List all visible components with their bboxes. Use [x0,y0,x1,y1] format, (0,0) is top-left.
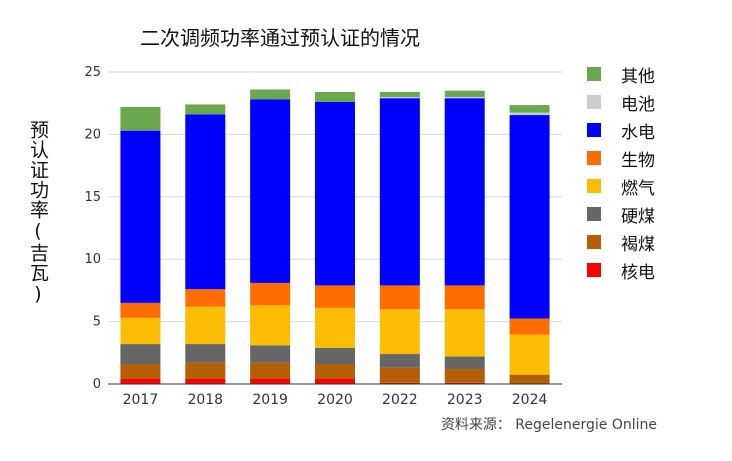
legend-item: 核电 [587,256,655,284]
legend-label: 电池 [621,94,655,115]
legend-item: 硬煤 [587,200,655,228]
y-tick-label: 20 [84,127,101,142]
bar-segment [250,379,291,384]
bar-segment [250,89,291,100]
chart-title: 二次调频功率通过预认证的情况 [140,26,420,50]
legend-label: 其他 [621,66,655,87]
bar-segment [444,98,485,286]
bar-segment [315,307,355,348]
x-tick-label: 2020 [317,392,353,408]
bar-segment [379,91,420,97]
legend-label: 褐煤 [621,234,655,255]
bar-segment [444,356,485,370]
legend-label: 燃气 [621,178,655,199]
x-tick-label: 2019 [252,392,288,408]
bar-segment [509,334,550,375]
bar-segment [315,101,355,286]
bar-segment [120,344,161,365]
legend-item: 其他 [587,60,655,88]
legend-item: 褐煤 [587,228,655,256]
x-axis-ticks: 2017 2018 2019 2020 2022 2023 2024 [123,392,548,408]
legend-label: 核电 [621,262,655,283]
bar-segment [250,305,291,346]
bar-segment [509,115,550,319]
bar-segment [185,379,226,384]
bar-segment [315,379,355,384]
bar-segment [509,112,550,116]
legend-swatch [587,123,601,137]
legend-label: 生物 [621,150,655,171]
legend-swatch [587,207,601,221]
y-axis-ticks: 0 5 10 15 20 25 [84,65,101,392]
bar-segment [185,114,226,290]
bar-segment [379,382,420,384]
legend-swatch [587,151,601,165]
bar-segment [185,344,226,363]
x-tick-label: 2022 [382,392,418,408]
x-tick-label: 2017 [123,392,159,408]
bar-segment [315,347,355,365]
x-tick-label: 2018 [187,392,223,408]
y-tick-label: 10 [84,252,101,267]
legend-swatch [587,235,601,249]
bar-segment [315,91,355,102]
bar-segment [315,364,355,380]
legend-item: 电池 [587,88,655,116]
bar-segment [315,285,355,308]
bar-segment [120,302,161,318]
legend-label: 水电 [621,122,655,143]
bar-segment [120,379,161,384]
bar-segment [185,104,226,115]
bar-segment [444,285,485,310]
legend-swatch [587,95,601,109]
bar-segment [250,362,291,380]
bar-segment [379,354,420,368]
bar-segment [444,309,485,357]
legend-swatch [587,263,601,277]
bar-segment [509,374,550,384]
bars-group [120,89,550,384]
source-note: 资料来源： Regelenergie Online [440,417,657,433]
y-tick-label: 25 [84,65,101,80]
legend-swatch [587,67,601,81]
bar-segment [444,96,485,99]
bar-segment [250,99,291,283]
bar-segment [250,345,291,363]
bar-segment [444,90,485,97]
bar-segment [185,306,226,345]
y-tick-label: 15 [84,190,101,205]
bar-segment [120,364,161,380]
bar-segment [379,367,420,383]
bar-segment [379,96,420,99]
bar-segment [379,98,420,286]
legend-label: 硬煤 [621,206,655,227]
bar-segment [509,105,550,113]
bar-segment [185,362,226,380]
bar-segment [379,285,420,310]
y-axis-label: 预认证功率(吉瓦) [27,120,49,306]
bar-segment [185,289,226,307]
bar-segment [379,309,420,355]
bar-segment [250,282,291,306]
bar-segment [509,318,550,335]
x-tick-label: 2024 [512,392,548,408]
x-tick-label: 2023 [447,392,483,408]
legend-item: 生物 [587,144,655,172]
legend: 其他电池水电生物燃气硬煤褐煤核电 [587,60,655,284]
bar-segment [120,317,161,345]
bar-segment [444,382,485,384]
y-tick-label: 5 [93,315,101,330]
bar-segment [120,106,161,131]
y-tick-label: 0 [93,377,101,392]
bar-segment [444,369,485,383]
bar-segment [120,130,161,303]
legend-item: 水电 [587,116,655,144]
legend-item: 燃气 [587,172,655,200]
legend-swatch [587,179,601,193]
